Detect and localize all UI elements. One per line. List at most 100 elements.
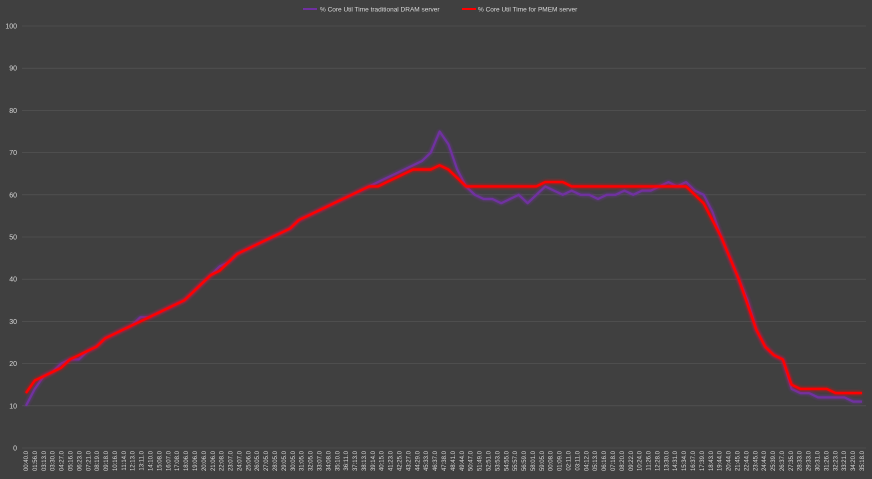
x-tick-label: 07:21.0 (86, 450, 92, 471)
x-tick-label: 36:11.0 (344, 450, 350, 470)
x-tick-label: 43:27.0 (406, 450, 412, 471)
x-tick-label: 04:12.0 (584, 450, 590, 471)
x-tick-label: 04:27.0 (60, 450, 66, 471)
x-tick-label: 25:06.0 (246, 450, 252, 471)
x-tick-label: 30:31.0 (816, 450, 822, 471)
x-tick-label: 40:15.0 (380, 450, 386, 471)
x-tick-label: 37:13.0 (353, 450, 359, 471)
x-tick-label: 19:44.0 (718, 450, 724, 471)
x-tick-label: 01:56.0 (33, 450, 39, 471)
x-tick-label: 13:11.0 (140, 450, 146, 470)
x-tick-label: 34:20.0 (851, 450, 857, 471)
y-tick-label: 40 (9, 277, 17, 284)
x-tick-label: 56:59.0 (522, 450, 528, 471)
x-tick-label: 46:37.0 (433, 450, 439, 471)
x-tick-label: 15:34.0 (682, 450, 688, 471)
y-tick-label: 100 (5, 24, 17, 31)
x-tick-label: 33:07.0 (317, 450, 323, 471)
x-tick-label: 59:05.0 (540, 450, 546, 471)
x-tick-label: 44:29.0 (415, 450, 421, 471)
x-tick-label: 27:35.0 (789, 450, 795, 471)
x-tick-label: 42:25.0 (398, 450, 404, 471)
x-tick-label: 49:44.0 (460, 450, 466, 471)
x-tick-label: 08:20.0 (620, 450, 626, 471)
x-tick-label: 33:21.0 (842, 450, 848, 471)
x-tick-label: 00:40.0 (24, 450, 30, 471)
x-tick-label: 35:18.0 (860, 450, 866, 471)
x-tick-label: 23:07.0 (229, 450, 235, 471)
x-tick-label: 31:05.0 (300, 450, 306, 471)
x-axis-tick-labels: 00:40.0 01:56.0 03:13.0 03:30.0 04:27.0 05:16… (24, 450, 866, 471)
x-tick-label: 30:05.0 (291, 450, 297, 471)
legend-label-dram: % Core Util Time traditional DRAM server (320, 7, 440, 14)
legend-label-pmem: % Core Util Time for PMEM server (478, 7, 578, 14)
x-tick-label: 10:16.0 (113, 450, 119, 471)
x-tick-label: 55:57.0 (513, 450, 519, 471)
x-tick-label: 05:16.0 (68, 450, 74, 471)
x-tick-label: 18:43.0 (709, 450, 715, 471)
x-tick-label: 51:49.0 (478, 450, 484, 471)
x-tick-label: 25:39.0 (771, 450, 777, 471)
x-tick-label: 17:39.0 (700, 450, 706, 471)
x-tick-label: 15:08.0 (157, 450, 163, 471)
x-tick-label: 22:44.0 (744, 450, 750, 471)
y-tick-label: 20 (9, 361, 17, 368)
x-tick-label: 07:18.0 (611, 450, 617, 471)
series-lines (25, 130, 862, 407)
x-tick-label: 29:05.0 (282, 450, 288, 471)
y-tick-label: 30 (9, 319, 17, 326)
x-tick-label: 58:01.0 (531, 450, 537, 471)
x-tick-label: 00:08.0 (549, 450, 555, 471)
x-tick-label: 16:07.0 (166, 450, 172, 471)
gridlines (22, 25, 866, 449)
x-tick-label: 22:08.0 (220, 450, 226, 471)
y-tick-label: 80 (9, 108, 17, 115)
x-tick-label: 06:16.0 (602, 450, 608, 471)
x-tick-label: 38:13.0 (362, 450, 368, 471)
x-tick-label: 01:09.0 (558, 450, 564, 471)
x-tick-label: 27:05.0 (264, 450, 270, 471)
y-tick-label: 50 (9, 235, 17, 242)
legend: % Core Util Time traditional DRAM server… (303, 7, 578, 14)
x-tick-label: 14:10.0 (149, 450, 155, 471)
x-tick-label: 32:05.0 (309, 450, 315, 471)
x-tick-label: 35:10.0 (335, 450, 341, 471)
x-tick-label: 32:23.0 (833, 450, 839, 471)
x-tick-label: 47:38.0 (442, 450, 448, 471)
x-tick-label: 11:14.0 (122, 450, 128, 470)
x-tick-label: 45:33.0 (424, 450, 430, 471)
x-tick-label: 26:05.0 (255, 450, 261, 471)
x-tick-label: 19:06.0 (193, 450, 199, 471)
x-tick-label: 48:41.0 (451, 450, 457, 471)
x-tick-label: 02:11.0 (567, 450, 573, 470)
series-line-pmem (25, 164, 862, 395)
y-tick-label: 60 (9, 192, 17, 199)
x-tick-label: 41:23.0 (389, 450, 395, 471)
x-tick-label: 31:26.0 (824, 450, 830, 471)
y-tick-label: 10 (9, 403, 17, 410)
x-tick-label: 21:45.0 (735, 450, 741, 471)
x-tick-label: 54:55.0 (504, 450, 510, 471)
y-tick-label: 90 (9, 66, 17, 73)
x-tick-label: 03:11.0 (575, 450, 581, 470)
x-tick-label: 18:06.0 (184, 450, 190, 471)
x-tick-label: 26:37.0 (780, 450, 786, 471)
series-line-dram (25, 130, 862, 407)
x-tick-label: 09:22.0 (629, 450, 635, 471)
x-tick-label: 13:30.0 (664, 450, 670, 471)
x-tick-label: 53:53.0 (495, 450, 501, 471)
y-tick-label: 0 (13, 446, 17, 453)
x-tick-label: 24:07.0 (237, 450, 243, 471)
x-tick-label: 16:37.0 (691, 450, 697, 471)
x-tick-label: 12:28.0 (655, 450, 661, 471)
x-tick-label: 20:44.0 (727, 450, 733, 471)
x-tick-label: 06:23.0 (77, 450, 83, 471)
x-tick-label: 28:05.0 (273, 450, 279, 471)
y-axis-tick-labels: 0 10 20 30 40 50 60 70 80 90 100 (5, 24, 17, 453)
x-tick-label: 50:47.0 (469, 450, 475, 471)
x-tick-label: 08:19.0 (95, 450, 101, 471)
x-tick-label: 34:08.0 (326, 450, 332, 471)
x-tick-label: 12:13.0 (131, 450, 137, 471)
